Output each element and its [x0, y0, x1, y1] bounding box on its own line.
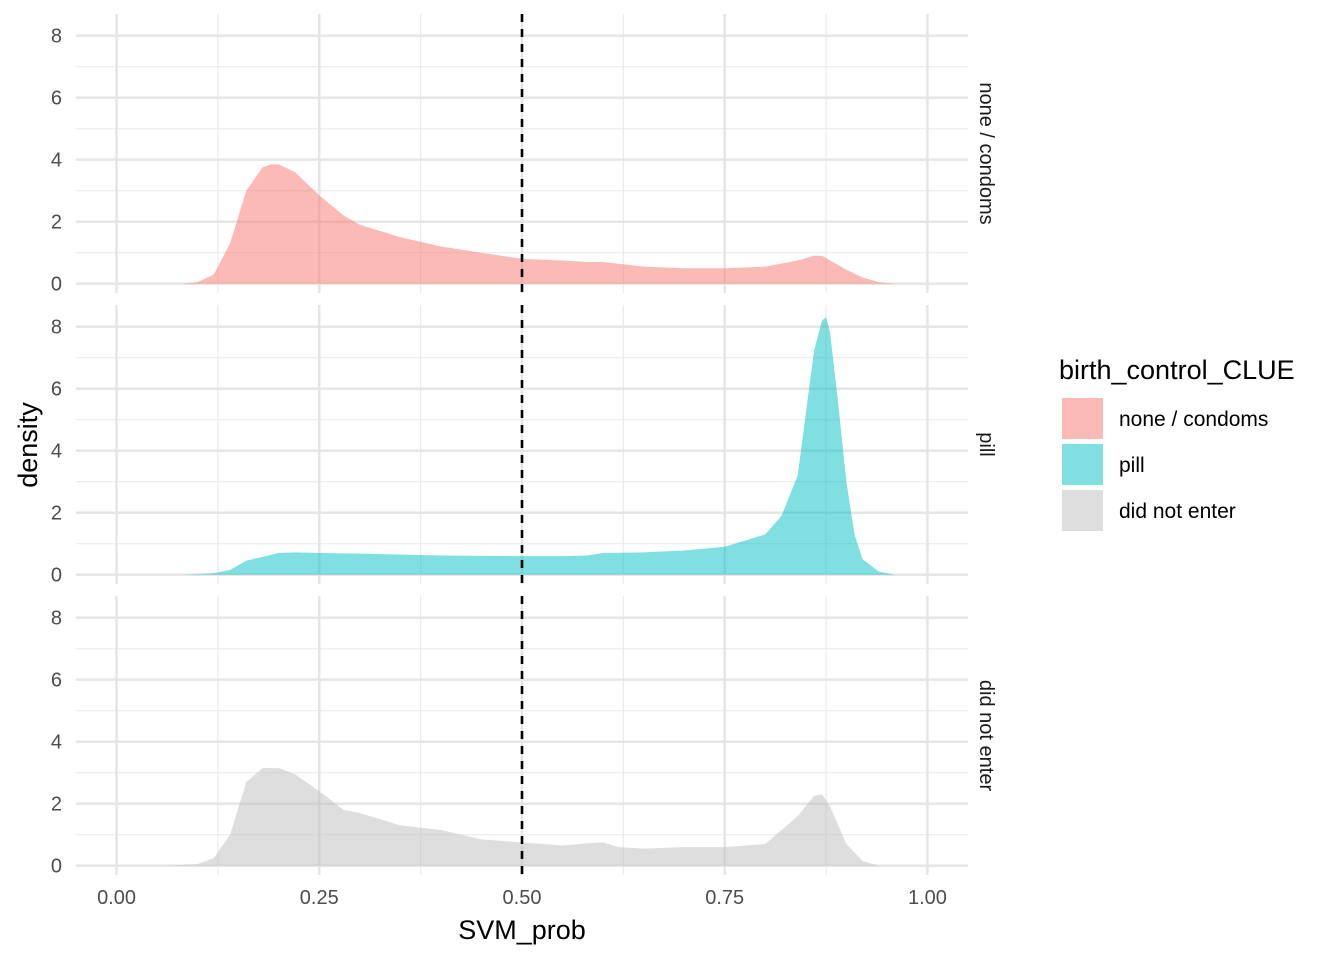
legend-key-swatch — [1062, 490, 1103, 531]
x-tick-label: 0.25 — [300, 887, 339, 909]
facet-panel: 0 2 4 6 8 none / condoms — [51, 14, 997, 296]
y-tick-label: 4 — [51, 732, 62, 754]
legend-entry-label: did not enter — [1119, 500, 1236, 523]
legend-key-swatch — [1062, 444, 1103, 485]
facet-strip-label: pill — [975, 432, 997, 456]
legend-key-swatch — [1062, 398, 1103, 439]
y-tick-label: 6 — [51, 379, 62, 401]
y-tick-label: 6 — [51, 88, 62, 110]
y-tick-label: 2 — [51, 212, 62, 234]
x-axis-title: SVM_prob — [458, 915, 586, 945]
density-area — [181, 164, 896, 284]
y-tick-label: 0 — [51, 856, 62, 878]
y-tick-label: 8 — [51, 608, 62, 630]
x-tick-label: 0.50 — [503, 887, 542, 909]
x-tick-label: 1.00 — [908, 887, 947, 909]
facet-strip-label: did not enter — [975, 680, 997, 792]
facet-panels: 0 2 4 6 8 none / condoms 0 2 4 6 8 pill 0 2 4 6 8 did not… — [51, 14, 997, 909]
y-tick-label: 6 — [51, 670, 62, 692]
y-tick-label: 8 — [51, 26, 62, 48]
facet-panel: 0 2 4 6 8 did not enter — [51, 596, 997, 878]
x-tick-label: 0.75 — [705, 887, 744, 909]
legend: birth_control_CLUE none / condoms pill did… — [1059, 355, 1295, 531]
y-tick-label: 2 — [51, 794, 62, 816]
facet-strip-label: none / condoms — [975, 82, 997, 224]
y-axis-title: density — [13, 402, 43, 488]
facet-panel: 0 2 4 6 8 pill — [51, 305, 997, 587]
y-tick-label: 8 — [51, 317, 62, 339]
y-tick-label: 4 — [51, 441, 62, 463]
legend-entry-label: none / condoms — [1119, 408, 1268, 431]
y-tick-label: 4 — [51, 150, 62, 172]
legend-title: birth_control_CLUE — [1059, 355, 1295, 385]
y-tick-label: 0 — [51, 565, 62, 587]
x-tick-label: 0.00 — [97, 887, 136, 909]
density-area — [165, 768, 879, 866]
y-tick-label: 2 — [51, 503, 62, 525]
y-tick-label: 0 — [51, 274, 62, 296]
legend-entry-label: pill — [1119, 454, 1145, 477]
density-area — [181, 317, 896, 575]
